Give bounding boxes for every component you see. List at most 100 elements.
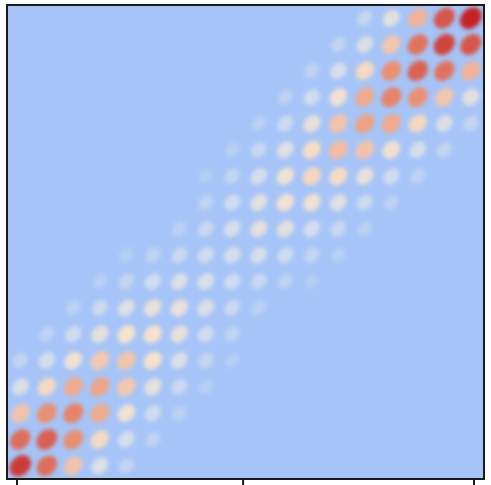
heatmap-cell (460, 34, 482, 55)
heatmap-cell (303, 193, 321, 212)
heatmap-cell (356, 167, 374, 185)
heatmap-cell (355, 113, 375, 134)
heatmap-cell (251, 300, 267, 316)
heatmap-cell (143, 351, 162, 370)
heatmap-cell (11, 378, 29, 396)
heatmap-cell (171, 405, 187, 421)
heatmap-cell (38, 352, 56, 369)
heatmap-cell (198, 379, 214, 395)
heatmap-cell (170, 325, 188, 343)
heatmap-cell (143, 325, 162, 344)
heatmap-cell (224, 220, 241, 238)
heatmap-cell (276, 167, 295, 185)
heatmap-cell (304, 63, 320, 79)
heatmap-cell (381, 60, 402, 81)
heatmap-cell (145, 247, 161, 263)
heatmap-cell (117, 404, 136, 423)
x-axis-ticks (16, 479, 475, 485)
heatmap-cell (224, 326, 240, 342)
heatmap-cell (276, 220, 294, 238)
heatmap-cell (170, 352, 188, 369)
heatmap-cell (91, 299, 108, 316)
heatmap-cell (356, 194, 373, 211)
heatmap-cell (304, 247, 320, 263)
heatmap-cell (171, 378, 188, 395)
heatmap-cell (9, 455, 32, 477)
heatmap-cell (90, 430, 109, 449)
heatmap-cell (197, 299, 215, 317)
heatmap-cell (434, 87, 454, 107)
heatmap-cell (92, 274, 108, 289)
heatmap-cell (37, 377, 56, 396)
heatmap-cell (461, 61, 481, 81)
heatmap-cell (435, 115, 453, 132)
heatmap-cell (302, 167, 321, 186)
heatmap-cells (9, 7, 482, 477)
heatmap-cell (65, 326, 82, 343)
heatmap-cell (197, 220, 214, 237)
heatmap-cell (197, 326, 214, 343)
heatmap-cell (116, 351, 136, 370)
heatmap-cell (250, 141, 267, 158)
heatmap-cell (197, 247, 214, 264)
heatmap-cell (224, 246, 241, 264)
heatmap-cell (64, 351, 83, 370)
heatmap-cell (90, 377, 110, 397)
heatmap-cell (410, 168, 426, 184)
heatmap-cell (198, 169, 213, 184)
heatmap-cell (356, 36, 374, 53)
plot-background (7, 5, 484, 479)
heatmap-cell (144, 299, 162, 317)
heatmap-cell (250, 246, 268, 264)
heatmap-cell (65, 300, 81, 316)
heatmap-cell (434, 60, 455, 81)
heatmap-cell (463, 115, 479, 132)
heatmap-cell (36, 429, 58, 450)
heatmap-cell (407, 34, 428, 55)
heatmap-cell (198, 194, 214, 211)
heatmap-cell (10, 429, 31, 450)
heatmap-cell (171, 247, 188, 264)
heatmap-cell (355, 87, 375, 107)
heatmap-cell (303, 89, 320, 106)
heatmap-cell (408, 8, 428, 28)
heatmap-cell (225, 142, 240, 158)
heatmap-cell (91, 457, 109, 475)
heatmap-cell (302, 140, 321, 159)
heatmap-cell (144, 405, 161, 422)
heatmap-cell (63, 456, 83, 476)
heatmap-cell (250, 220, 268, 238)
heatmap-cell (90, 403, 110, 423)
heatmap-cell (459, 7, 482, 30)
heatmap-cell (36, 455, 58, 477)
heatmap-cell (436, 142, 452, 158)
heatmap-cell (381, 113, 401, 134)
heatmap-cell (277, 247, 294, 264)
heatmap-cell (303, 220, 321, 238)
heatmap-cell (171, 221, 187, 237)
heatmap-cell (117, 325, 136, 344)
heatmap-cell (276, 141, 294, 159)
heatmap-cell (170, 299, 188, 317)
heatmap-cell (408, 114, 427, 133)
heatmap-cell (90, 351, 110, 370)
heatmap-cell (224, 168, 240, 184)
heatmap-cell (91, 325, 109, 343)
heatmap-cell (117, 299, 135, 317)
heatmap-cell (10, 403, 30, 423)
heatmap-cell (251, 116, 267, 131)
heatmap-cell (224, 194, 241, 211)
heatmap-cell (330, 62, 347, 80)
heatmap-cell (277, 89, 293, 105)
heatmap-cell (36, 403, 57, 424)
heatmap-cell (224, 273, 241, 290)
heatmap-cell (63, 429, 84, 450)
heatmap-cell (330, 220, 347, 237)
heatmap-cell (382, 9, 400, 27)
heatmap-cell (331, 247, 346, 263)
heatmap-cell (118, 431, 135, 448)
heatmap-cell (355, 61, 374, 80)
heatmap-cell (198, 352, 214, 369)
heatmap-cell (383, 168, 400, 185)
heatmap-cell (433, 7, 455, 29)
